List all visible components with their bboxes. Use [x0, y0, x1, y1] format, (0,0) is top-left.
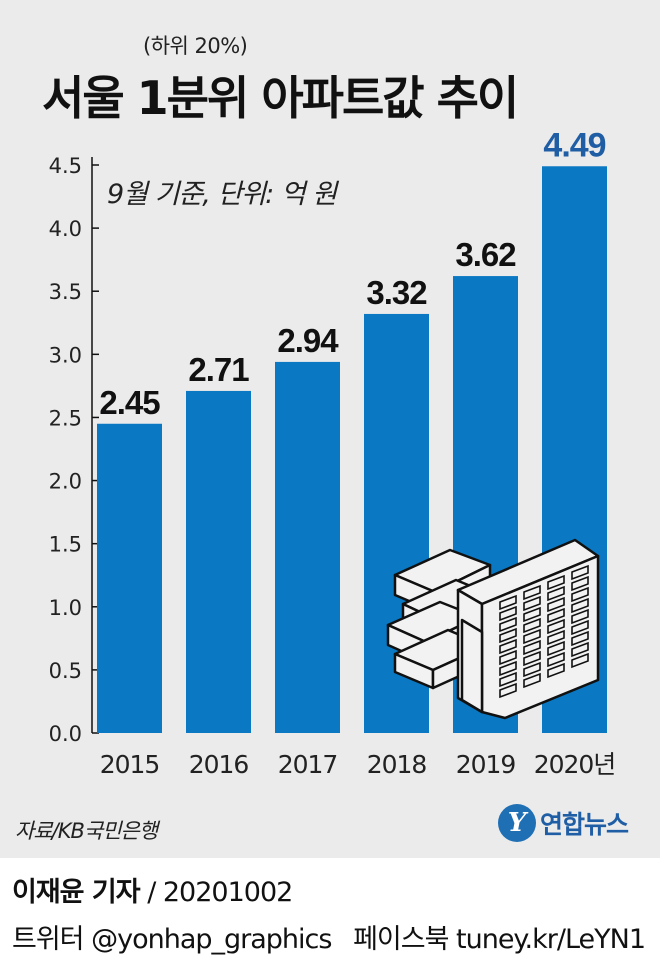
window-shape [499, 671, 517, 688]
y-tick-label: 0.0 [49, 722, 82, 746]
window-shape [499, 649, 517, 666]
y-tick-label: 4.5 [49, 154, 82, 178]
bar-value-label: 3.32 [366, 274, 427, 311]
window-shape [571, 608, 589, 625]
bars: 2.45 2015 2.71 2016 2.94 2017 3.32 2018 3.62 2019… [97, 126, 616, 779]
chart-subtitle: (하위 20%) [143, 34, 248, 58]
x-tick-label: 2019 [456, 750, 516, 779]
y-tick-label: 0.5 [49, 659, 82, 683]
x-tick-label: 2018 [367, 750, 427, 779]
window-shape [499, 638, 517, 655]
window-shape [499, 594, 517, 611]
window-shape [523, 661, 541, 678]
window-shape [499, 616, 517, 633]
window-shape [523, 650, 541, 667]
yonhap-logo-text: 연합뉴스 [540, 810, 629, 839]
bar-2015 [97, 423, 162, 733]
yonhap-logo-icon: Y [498, 804, 536, 842]
window-shape [499, 660, 517, 677]
source-credit: 자료/KB국민은행 [15, 819, 158, 843]
bar-value-label: 2.71 [188, 351, 249, 388]
window-shape [547, 662, 565, 679]
window-shape [547, 607, 565, 624]
window-shape [571, 652, 589, 669]
social-links: 트위터 @yonhap_graphics 페이스북 tuney.kr/LeYN1 [12, 917, 646, 956]
y-axis: 0.0 0.5 1.0 1.5 2.0 2.5 3.0 3.5 4.0 4.5 [49, 154, 99, 746]
window-shape [571, 597, 589, 614]
bar-2016 [186, 390, 251, 733]
x-tick-label: 2017 [278, 750, 338, 779]
x-tick-label: 2020년 [534, 750, 616, 779]
window-shape [547, 574, 565, 591]
window-shape [571, 619, 589, 636]
window-shape [523, 617, 541, 634]
facebook-link: 페이스북 tuney.kr/LeYN1 [353, 924, 646, 955]
x-tick-label: 2016 [189, 750, 249, 779]
y-tick-label: 3.5 [49, 280, 82, 304]
reporter-credit: 이재윤 기자 / 20201002 [12, 870, 293, 909]
window-shape [523, 672, 541, 689]
window-shape [571, 630, 589, 647]
window-shape [547, 585, 565, 602]
bar-2017 [275, 361, 340, 733]
y-tick-label: 1.5 [49, 533, 82, 557]
window-shape [571, 641, 589, 658]
reporter-name: 이재윤 기자 [12, 877, 141, 908]
publish-date: / 20201002 [147, 877, 293, 908]
window-shape [523, 606, 541, 623]
window-shape [499, 605, 517, 622]
y-tick-label: 1.0 [49, 596, 82, 620]
window-shape [523, 628, 541, 645]
y-tick-label: 2.5 [49, 406, 82, 430]
window-shape [523, 639, 541, 656]
y-tick-label: 2.0 [49, 470, 82, 494]
twitter-handle: 트위터 @yonhap_graphics [12, 924, 332, 955]
window-shape [499, 627, 517, 644]
bar-value-label: 2.94 [277, 322, 339, 359]
window-shape [571, 564, 589, 581]
y-tick-label: 4.0 [49, 217, 82, 241]
bar-value-label: 3.62 [455, 236, 516, 273]
window-shape [547, 596, 565, 613]
unit-note: 9월 기준, 단위: 억 원 [107, 179, 337, 210]
window-shape [547, 640, 565, 657]
window-shape [571, 586, 589, 603]
bar-chart: 0.00.51.01.52.02.53.03.54.04.5 2.4520152… [49, 126, 617, 779]
window-shape [547, 618, 565, 635]
window-shape [523, 584, 541, 601]
x-tick-label: 2015 [100, 750, 160, 779]
window-shape [499, 682, 517, 699]
window-shape [523, 595, 541, 612]
chart-title: 서울 1분위 아파트값 추이 [42, 71, 519, 125]
apartment-buildings-illustration [386, 538, 600, 720]
window-shape [547, 629, 565, 646]
yonhap-logo: Y 연합뉴스 [498, 804, 629, 842]
y-tick-label: 3.0 [49, 343, 82, 367]
bar-value-label: 4.49 [543, 126, 605, 164]
window-shape [571, 575, 589, 592]
bar-value-label: 2.45 [99, 384, 160, 421]
window-shape [547, 651, 565, 668]
